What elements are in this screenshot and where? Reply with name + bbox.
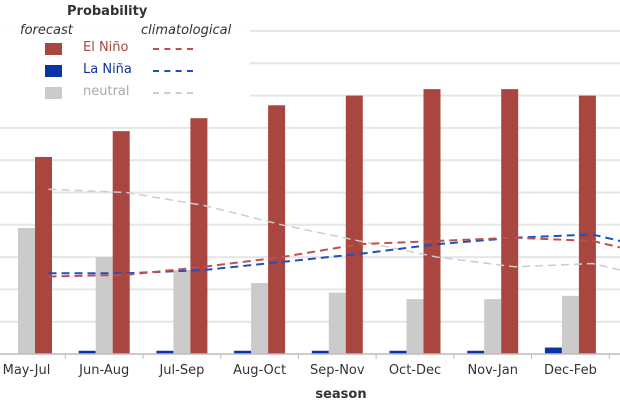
- x-tick-label: Oct-Dec: [389, 363, 441, 378]
- legend-swatch-el-nino: [45, 43, 62, 55]
- legend-forecast-label: forecast: [20, 23, 73, 38]
- bar-neutral-oct-dec: [406, 299, 424, 354]
- legend-item-la-nina: La Niña: [45, 62, 215, 80]
- bar-neutral-jul-sep: [173, 270, 191, 354]
- legend-dash-la-nina: [153, 70, 193, 72]
- bar-la-ni-a-nov-jan: [467, 350, 485, 354]
- x-tick-label: Sep-Nov: [310, 363, 365, 378]
- legend-label-la-nina: La Niña: [83, 62, 132, 77]
- bar-neutral-aug-oct: [251, 282, 269, 354]
- x-tick-label: Nov-Jan: [467, 363, 517, 378]
- climatological-line-neutral: [48, 188, 620, 271]
- bar-la-ni-a-jul-sep: [156, 350, 174, 354]
- bar-la-ni-a-oct-dec: [389, 350, 407, 354]
- legend-title: Probability: [67, 4, 148, 19]
- climatological-line-el-ni-o: [48, 236, 620, 278]
- bar-neutral-may-jul: [18, 228, 35, 354]
- bar-neutral-dec-feb: [561, 295, 579, 354]
- bar-el-ni-o-jun-aug: [112, 131, 130, 354]
- x-tick-label: Aug-Oct: [233, 363, 286, 378]
- bar-la-ni-a-sep-nov: [311, 350, 329, 354]
- legend-climatological-label: climatological: [141, 23, 232, 38]
- legend-dash-el-nino: [153, 48, 193, 50]
- bar-el-ni-o-sep-nov: [345, 95, 363, 354]
- x-tick-label: May-Jul: [3, 363, 51, 378]
- bar-neutral-jun-aug: [95, 257, 113, 354]
- bar-la-ni-a-jun-aug: [78, 350, 96, 354]
- x-tick-label: Dec-Feb: [544, 363, 597, 378]
- bar-el-ni-o-may-jul: [35, 156, 52, 354]
- legend: Probability forecast climatological El N…: [0, 0, 250, 110]
- bar-el-ni-o-aug-oct: [268, 105, 286, 354]
- legend-label-neutral: neutral: [83, 84, 130, 99]
- bar-la-ni-a-dec-feb: [544, 347, 562, 354]
- bar-la-ni-a-aug-oct: [234, 350, 252, 354]
- x-axis-title: season: [315, 387, 366, 402]
- bar-neutral-nov-jan: [484, 299, 502, 354]
- climatological-line-la-ni-a: [48, 233, 620, 275]
- legend-dash-neutral: [153, 92, 193, 94]
- legend-swatch-la-nina: [45, 65, 62, 77]
- x-tick-label: Jul-Sep: [158, 363, 204, 378]
- bar-neutral-sep-nov: [328, 292, 346, 354]
- legend-swatch-neutral: [45, 87, 62, 99]
- bar-el-ni-o-oct-dec: [423, 89, 441, 354]
- x-tick-label: Jun-Aug: [78, 363, 129, 378]
- bar-el-ni-o-jul-sep: [190, 118, 208, 355]
- legend-item-neutral: neutral: [45, 84, 215, 102]
- legend-label-el-nino: El Niño: [83, 40, 129, 55]
- legend-item-el-nino: El Niño: [45, 40, 215, 58]
- bar-el-ni-o-nov-jan: [501, 89, 519, 354]
- bar-el-ni-o-dec-feb: [578, 95, 596, 354]
